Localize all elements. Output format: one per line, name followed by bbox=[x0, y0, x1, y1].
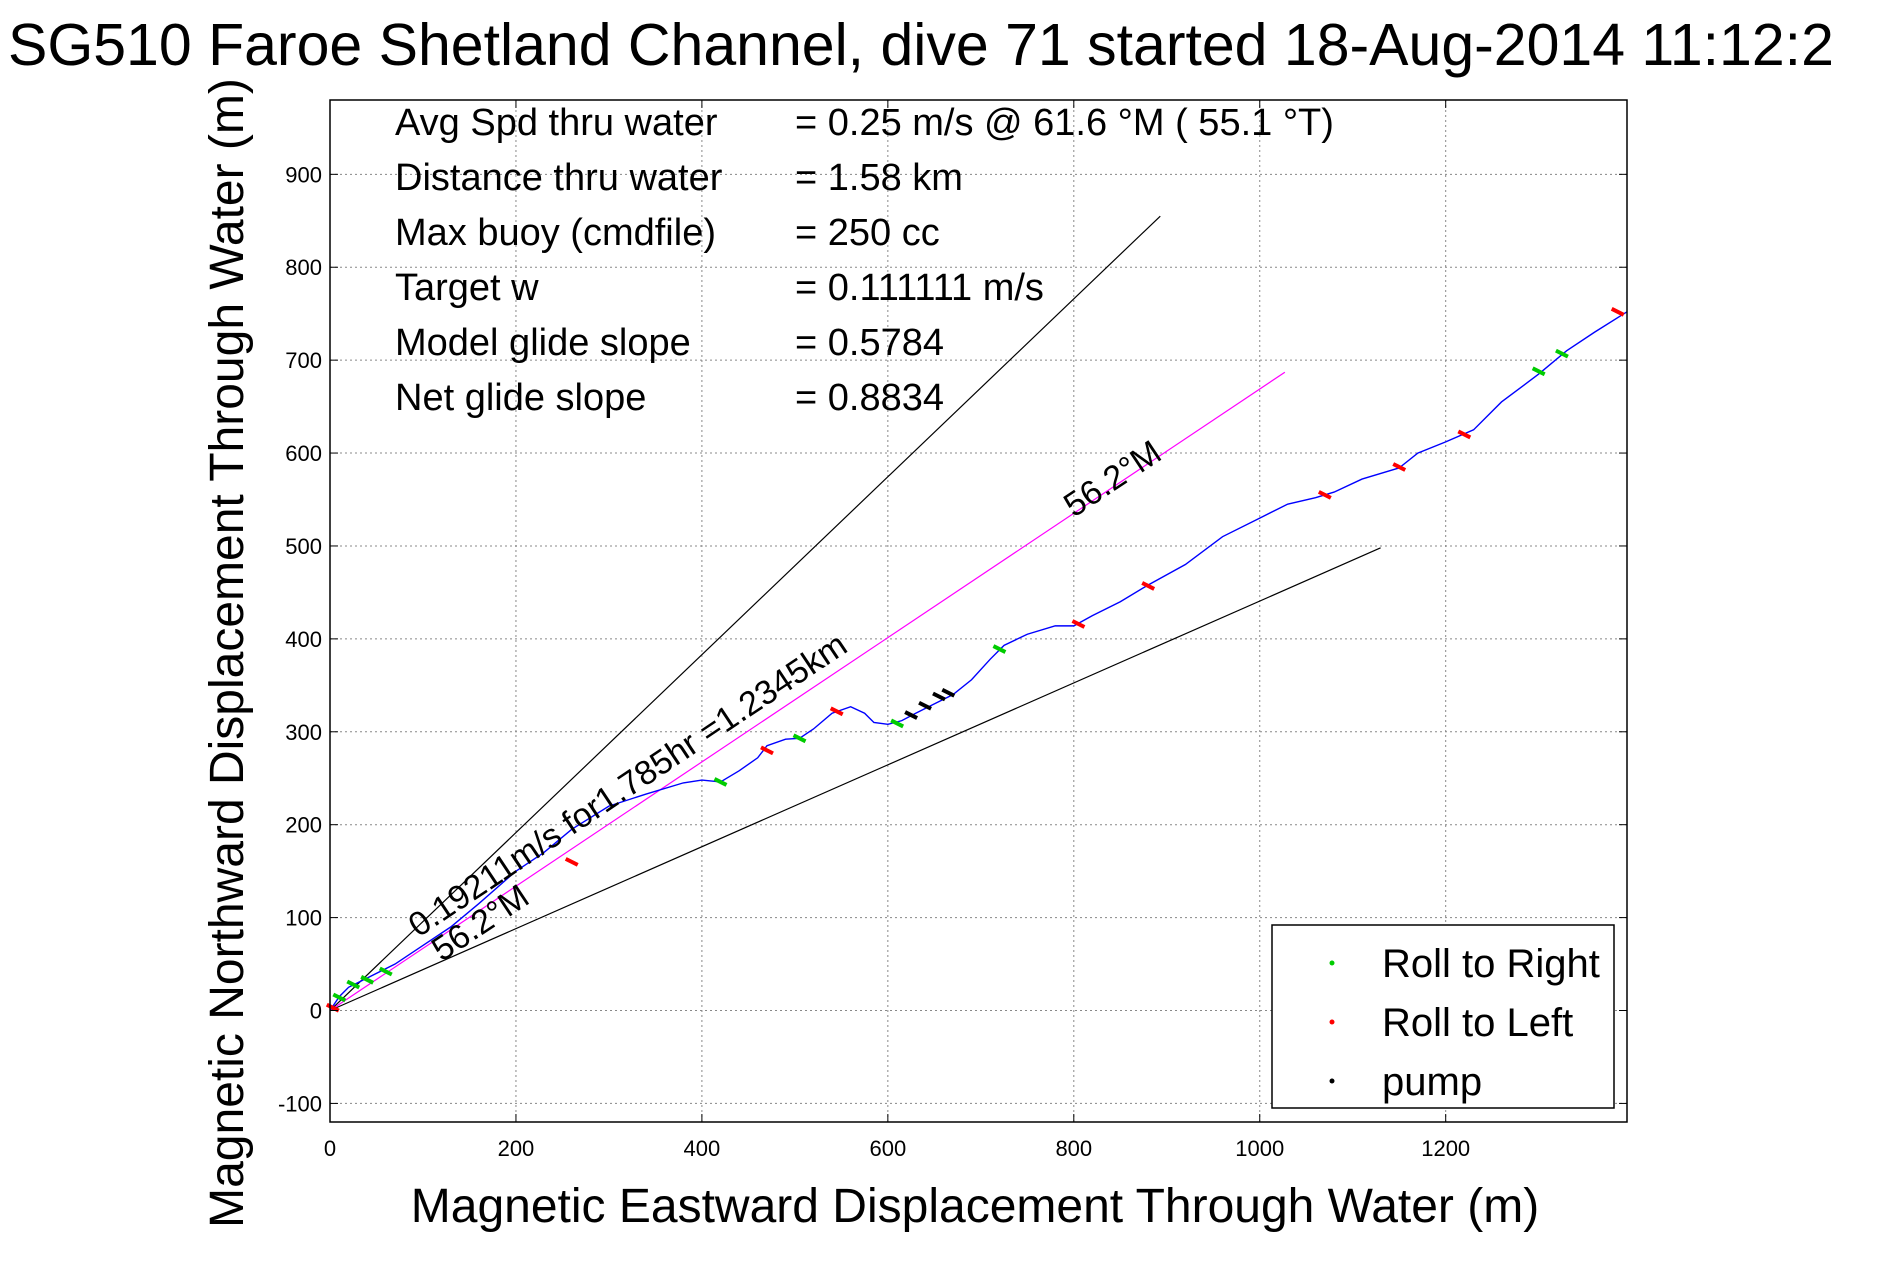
marker-pump bbox=[918, 700, 932, 711]
reference-line-upper-envelope bbox=[329, 215, 1161, 1011]
marker-roll-to-left bbox=[1610, 307, 1625, 317]
data-markers bbox=[325, 307, 1625, 1013]
marker-roll-to-right bbox=[332, 992, 347, 1003]
stat-label: Max buoy (cmdfile) bbox=[395, 212, 716, 254]
reference-line-lower-envelope bbox=[329, 547, 1381, 1012]
stat-label: Target w bbox=[395, 267, 539, 309]
marker-roll-to-left bbox=[1071, 619, 1086, 629]
y-tick-label: 700 bbox=[285, 348, 322, 373]
marker-roll-to-left bbox=[1392, 462, 1407, 472]
legend-label: pump bbox=[1382, 1060, 1482, 1104]
legend-label: Roll to Left bbox=[1382, 1001, 1573, 1045]
marker-roll-to-left bbox=[760, 745, 774, 756]
x-tick-label: 600 bbox=[869, 1136, 906, 1161]
marker-roll-to-left bbox=[1141, 581, 1156, 591]
marker-roll-to-right bbox=[992, 644, 1007, 654]
chart-title: SG510 Faroe Shetland Channel, dive 71 st… bbox=[8, 12, 1834, 78]
stat-value: = 0.111111 m/s bbox=[795, 267, 1044, 309]
marker-roll-to-right bbox=[713, 777, 728, 787]
marker-pump bbox=[904, 710, 918, 720]
marker-roll-to-left bbox=[325, 1002, 340, 1013]
y-tick-label: -100 bbox=[278, 1091, 322, 1116]
marker-roll-to-right bbox=[1531, 366, 1546, 377]
legend: Roll to Right Roll to Left pump bbox=[1271, 924, 1615, 1109]
legend-label: Roll to Right bbox=[1382, 942, 1600, 986]
stat-value: = 0.5784 bbox=[795, 322, 944, 364]
legend-swatch bbox=[1329, 960, 1335, 966]
stat-label: Avg Spd thru water bbox=[395, 102, 718, 144]
marker-roll-to-right bbox=[378, 966, 393, 977]
x-tick-label: 1200 bbox=[1421, 1136, 1470, 1161]
marker-pump bbox=[932, 691, 946, 702]
y-tick-label: 800 bbox=[285, 255, 322, 280]
grid-lines bbox=[329, 100, 1627, 1122]
marker-roll-to-left bbox=[829, 706, 844, 717]
marker-roll-to-left bbox=[564, 857, 579, 867]
y-tick-label: 400 bbox=[285, 627, 322, 652]
data-series bbox=[329, 311, 1628, 1011]
reference-lines bbox=[329, 215, 1381, 1012]
stat-value: = 1.58 km bbox=[795, 157, 963, 199]
marker-roll-to-right bbox=[360, 975, 375, 985]
legend-swatch bbox=[1329, 1078, 1335, 1084]
marker-roll-to-right bbox=[1555, 348, 1569, 359]
x-tick-label: 400 bbox=[684, 1136, 721, 1161]
annotations: 0.19211m/s for1.785hr =1.2345km56.2°M56.… bbox=[402, 433, 1168, 969]
marker-pump bbox=[941, 687, 956, 698]
axis-ticks: 0 200 400 600 800 1000 1200-100010020030040050… bbox=[278, 100, 1627, 1161]
legend-box bbox=[1271, 924, 1615, 1109]
marker-roll-to-left bbox=[1317, 490, 1332, 500]
stat-value: = 250 cc bbox=[795, 212, 940, 254]
y-tick-label: 300 bbox=[285, 720, 322, 745]
stat-value: = 0.25 m/s @ 61.6 °M ( 55.1 °T) bbox=[795, 102, 1334, 144]
y-tick-label: 100 bbox=[285, 906, 322, 931]
marker-roll-to-right bbox=[346, 979, 361, 990]
x-tick-label: 800 bbox=[1055, 1136, 1092, 1161]
stat-label: Distance thru water bbox=[395, 157, 723, 199]
stat-value: = 0.8834 bbox=[795, 377, 944, 419]
plot-frame bbox=[329, 99, 1628, 1123]
marker-roll-to-left bbox=[1457, 429, 1472, 440]
stat-label: Net glide slope bbox=[395, 377, 646, 419]
series-line-track bbox=[329, 311, 1628, 1011]
stat-label: Model glide slope bbox=[395, 322, 691, 364]
y-axis-title: Magnetic Northward Displacement Through … bbox=[201, 78, 254, 1228]
marker-roll-to-right bbox=[792, 733, 807, 744]
reference-line-current-vector bbox=[329, 371, 1286, 1012]
stats-box: Avg Spd thru water = 0.25 m/s @ 61.6 °M (… bbox=[395, 102, 1334, 419]
legend-swatch bbox=[1329, 1019, 1335, 1025]
y-tick-label: 900 bbox=[285, 162, 322, 187]
x-tick-label: 1000 bbox=[1235, 1136, 1284, 1161]
y-tick-label: 500 bbox=[285, 534, 322, 559]
y-tick-label: 600 bbox=[285, 441, 322, 466]
x-tick-label: 200 bbox=[498, 1136, 535, 1161]
annotation-text: 0.19211m/s for1.785hr =1.2345km bbox=[402, 626, 854, 945]
y-tick-label: 200 bbox=[285, 813, 322, 838]
marker-roll-to-right bbox=[890, 718, 905, 729]
y-tick-label: 0 bbox=[310, 999, 322, 1024]
x-axis-title: Magnetic Eastward Displacement Through W… bbox=[411, 1180, 1539, 1233]
x-tick-label: 0 bbox=[324, 1136, 336, 1161]
